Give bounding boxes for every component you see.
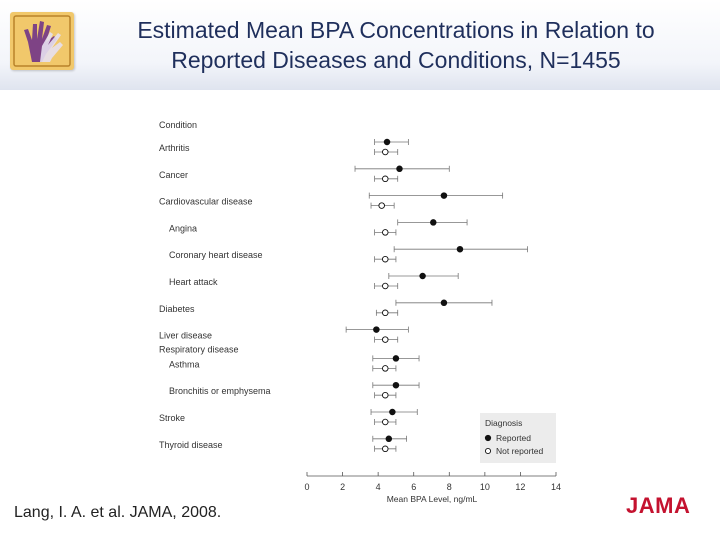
reported-point: [456, 245, 464, 253]
not-reported-point: [382, 282, 389, 290]
condition-label: Liver disease: [159, 331, 212, 341]
x-tick-label: 6: [411, 482, 416, 492]
reported-point: [440, 299, 448, 307]
reported-point: [440, 192, 448, 199]
not-reported-point: [382, 418, 389, 426]
x-axis-label: Mean BPA Level, ng/mL: [387, 494, 478, 504]
condition-label: Thyroid disease: [159, 440, 223, 450]
slide-header: Estimated Mean BPA Concentrations in Rel…: [0, 0, 720, 90]
reported-point: [419, 272, 426, 280]
legend-item-not-reported: Not reported: [496, 446, 544, 456]
not-reported-point: [382, 445, 389, 453]
reported-point: [383, 138, 391, 146]
not-reported-point: [382, 309, 389, 317]
legend-title: Diagnosis: [485, 418, 522, 428]
title-line-1: Estimated Mean BPA Concentrations in Rel…: [137, 17, 655, 43]
condition-label: Arthritis: [159, 143, 190, 153]
legend-marker-not-reported: [484, 447, 492, 455]
legend-item-reported: Reported: [496, 433, 531, 443]
title-line-2: Reported Diseases and Conditions, N=1455: [171, 47, 621, 73]
reported-point: [373, 326, 380, 333]
not-reported-point: [382, 175, 389, 183]
reported-point: [392, 381, 400, 389]
x-tick-label: 14: [551, 482, 561, 492]
reported-point: [392, 355, 400, 362]
condition-label: Cardiovascular disease: [159, 197, 253, 207]
x-tick-label: 12: [515, 482, 525, 492]
x-tick-label: 4: [376, 482, 381, 492]
not-reported-point: [382, 148, 389, 156]
x-tick-label: 8: [447, 482, 452, 492]
citation-text: Lang, I. A. et al. JAMA, 2008.: [14, 504, 222, 521]
condition-label: Cancer: [159, 170, 188, 180]
not-reported-point: [378, 202, 385, 209]
condition-label: Respiratory disease: [159, 344, 239, 354]
not-reported-point: [382, 391, 389, 399]
reported-point: [385, 435, 393, 443]
x-tick-label: 2: [340, 482, 345, 492]
publisher-logo: JAMA: [626, 493, 691, 518]
not-reported-point: [382, 336, 389, 343]
reported-point: [389, 408, 396, 416]
condition-label: Stroke: [159, 413, 185, 423]
not-reported-point: [382, 229, 389, 236]
page-title: Estimated Mean BPA Concentrations in Rel…: [80, 15, 712, 75]
reported-point: [430, 219, 437, 226]
condition-label: Angina: [169, 223, 197, 233]
legend-box: [480, 413, 556, 463]
hand-icon: [10, 12, 74, 70]
condition-label: Asthma: [169, 359, 200, 369]
reported-point: [396, 165, 403, 173]
not-reported-point: [382, 255, 389, 263]
row-header-label: Condition: [159, 120, 197, 130]
condition-label: Diabetes: [159, 304, 195, 314]
x-tick-label: 10: [480, 482, 490, 492]
legend-marker-reported: [484, 434, 492, 442]
condition-label: Bronchitis or emphysema: [169, 386, 271, 396]
x-tick-label: 0: [304, 482, 309, 492]
condition-label: Heart attack: [169, 277, 218, 287]
not-reported-point: [382, 365, 389, 372]
condition-label: Coronary heart disease: [169, 250, 263, 260]
